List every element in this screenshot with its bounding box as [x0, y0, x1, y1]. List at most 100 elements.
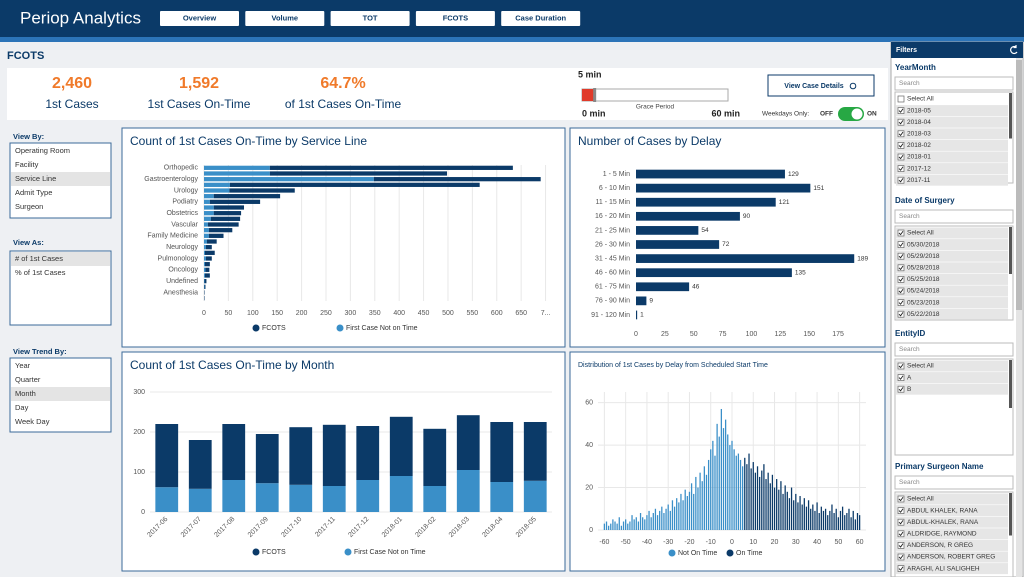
- nav-button[interactable]: [160, 11, 239, 26]
- bar: [750, 468, 752, 530]
- list-option[interactable]: % of 1st Cases: [15, 268, 66, 277]
- list-option[interactable]: Service Line: [15, 174, 56, 183]
- bar: [523, 422, 547, 481]
- checkbox[interactable]: [897, 252, 905, 260]
- bar: [612, 519, 614, 530]
- nav-label: FCOTS: [443, 13, 468, 22]
- search-box[interactable]: [894, 209, 1014, 224]
- details-button[interactable]: [767, 74, 875, 97]
- filter-item: ABDUL-KHALEK, RANA: [907, 519, 979, 526]
- item-bg: [896, 360, 1008, 372]
- nav-button[interactable]: [501, 11, 581, 26]
- search-box[interactable]: [894, 76, 1014, 91]
- checkbox[interactable]: [897, 507, 905, 514]
- checkbox[interactable]: [897, 299, 905, 306]
- list-option[interactable]: Year: [15, 361, 31, 370]
- list-option[interactable]: Surgeon: [15, 202, 43, 211]
- checkbox[interactable]: [897, 385, 905, 393]
- checkbox[interactable]: [897, 241, 905, 248]
- value-label: 54: [701, 227, 709, 234]
- checkbox[interactable]: [897, 229, 905, 237]
- list-label: View By:: [13, 132, 44, 141]
- search-box[interactable]: [894, 342, 1014, 357]
- x-tick-label: 400: [393, 310, 405, 317]
- filter-item: ARAGHI, ALI SALIGHEH: [907, 565, 980, 572]
- checkbox[interactable]: [897, 130, 905, 138]
- list-option[interactable]: Week Day: [15, 417, 50, 426]
- slider-handle[interactable]: [593, 88, 597, 102]
- checkbox[interactable]: [897, 276, 905, 283]
- item-bg: [896, 273, 1008, 285]
- bar: [618, 517, 620, 530]
- checkbox[interactable]: [897, 310, 905, 318]
- bar: [848, 508, 850, 530]
- item-bg: [896, 239, 1008, 251]
- refresh-icon[interactable]: [1010, 45, 1018, 55]
- list-option[interactable]: Day: [15, 403, 29, 412]
- checkbox[interactable]: [897, 565, 905, 572]
- bar: [490, 422, 514, 482]
- bar: [636, 240, 720, 249]
- bar: [423, 486, 447, 512]
- item-bg: [896, 528, 1008, 540]
- checkbox[interactable]: [897, 542, 905, 549]
- slider-min: 0 min: [582, 108, 606, 118]
- checkbox[interactable]: [897, 107, 905, 114]
- checkbox[interactable]: [897, 374, 905, 381]
- checkbox[interactable]: [897, 264, 905, 272]
- bar: [607, 525, 610, 530]
- checkbox[interactable]: [897, 362, 905, 370]
- filter-header: [891, 42, 1023, 58]
- nav-button[interactable]: [415, 11, 495, 26]
- checkbox[interactable]: [897, 287, 905, 295]
- filter-item: 2018-05: [907, 107, 931, 114]
- bar: [204, 262, 205, 267]
- y-tick-label: 0: [589, 527, 593, 534]
- bar: [204, 250, 215, 255]
- slider-track[interactable]: [581, 88, 729, 102]
- bar: [155, 424, 179, 488]
- bar: [625, 519, 627, 530]
- details-label: View Case Details: [784, 83, 844, 90]
- bar: [797, 502, 799, 530]
- x-tick-label: 0: [730, 539, 734, 546]
- value-label: 72: [722, 241, 730, 248]
- checkbox[interactable]: [897, 518, 905, 526]
- checkbox[interactable]: [897, 153, 905, 161]
- value-label: 46: [692, 283, 700, 290]
- bar: [636, 282, 690, 292]
- bar: [686, 496, 688, 530]
- chart-title: Count of 1st Cases On-Time by Service Li…: [130, 134, 367, 148]
- bar: [680, 493, 682, 530]
- checkbox[interactable]: [897, 95, 905, 103]
- legend-label: FCOTS: [262, 325, 286, 332]
- bar: [754, 472, 757, 530]
- checkbox[interactable]: [897, 495, 905, 503]
- bar: [322, 486, 346, 512]
- bar: [814, 510, 816, 530]
- list-option[interactable]: # of 1st Cases: [15, 254, 63, 263]
- checkbox[interactable]: [897, 142, 905, 149]
- checkbox[interactable]: [897, 165, 905, 172]
- bar: [204, 239, 207, 244]
- legend-label: First Case Not on Time: [346, 325, 418, 332]
- bar: [633, 519, 635, 530]
- filter-item: 05/29/2018: [907, 253, 940, 260]
- kpi-value: 2,460: [52, 75, 92, 92]
- nav-button[interactable]: [330, 11, 410, 26]
- bar: [423, 428, 447, 486]
- x-tick-label: -40: [642, 539, 652, 546]
- list-option[interactable]: Quarter: [15, 375, 41, 384]
- checkmark: [898, 566, 904, 571]
- list-option[interactable]: Month: [15, 389, 36, 398]
- list-option[interactable]: Admit Type: [15, 188, 52, 197]
- checkbox[interactable]: [897, 530, 905, 538]
- filter-item: 05/28/2018: [907, 265, 940, 272]
- nav-button[interactable]: [245, 11, 325, 26]
- checkbox[interactable]: [897, 553, 905, 561]
- checkbox[interactable]: [897, 118, 905, 126]
- checkbox[interactable]: [897, 176, 905, 184]
- search-box[interactable]: [894, 475, 1014, 490]
- list-option[interactable]: Facility: [15, 160, 39, 169]
- list-option[interactable]: Operating Room: [15, 146, 70, 155]
